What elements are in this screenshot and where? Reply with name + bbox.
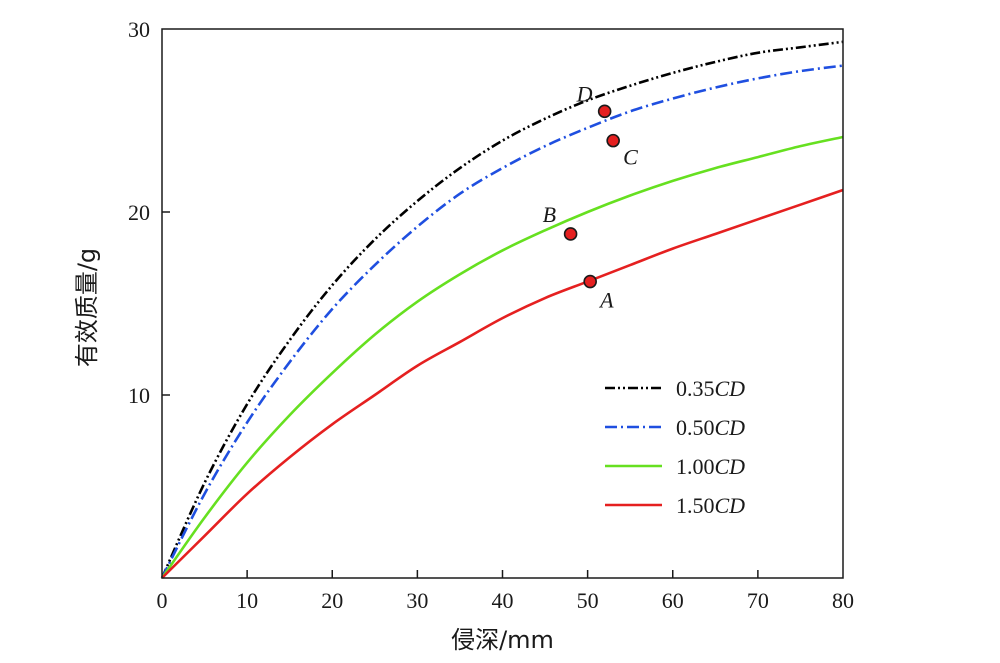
x-axis-label: 侵深/mm <box>451 626 554 654</box>
legend-unit: CD <box>715 376 746 401</box>
legend-label-2: 0.50CD <box>676 415 745 440</box>
series-curves <box>160 40 844 579</box>
legend-label-4: 1.50CD <box>676 493 745 518</box>
legend-label-1: 0.35CD <box>676 376 745 401</box>
legend-unit: CD <box>715 493 746 518</box>
x-tick-label: 0 <box>157 588 168 613</box>
x-tick-label: 40 <box>492 588 514 613</box>
legend-unit: CD <box>715 454 746 479</box>
x-tick-label: 80 <box>832 588 854 613</box>
point-label-a: A <box>598 288 614 313</box>
x-tick-label: 70 <box>747 588 769 613</box>
x-tick-label: 10 <box>236 588 258 613</box>
series-line-2 <box>160 64 844 579</box>
x-tick-label: 30 <box>406 588 428 613</box>
y-axis-label: 有效质量/g <box>73 248 101 367</box>
x-tick-label: 60 <box>662 588 684 613</box>
series-line-3 <box>160 135 844 579</box>
point-marker-d <box>597 104 612 119</box>
y-tick-label: 20 <box>128 200 150 225</box>
y-tick-label: 30 <box>128 17 150 42</box>
legend-unit: CD <box>715 415 746 440</box>
axis-ticks: 0 10 20 30 40 50 60 70 80 10 20 30 <box>128 17 854 613</box>
legend-value: 1.00 <box>676 454 715 479</box>
marked-points: A B C D <box>543 81 639 312</box>
point-marker-c <box>606 133 620 148</box>
point-label-d: D <box>576 81 593 106</box>
point-marker-a <box>583 274 597 289</box>
x-tick-label: 20 <box>321 588 343 613</box>
series-line-1 <box>160 40 844 579</box>
legend-value: 0.50 <box>676 415 715 440</box>
point-label-c: C <box>623 145 638 170</box>
legend-value: 0.35 <box>676 376 715 401</box>
y-tick-label: 10 <box>128 383 150 408</box>
legend-label-3: 1.00CD <box>676 454 745 479</box>
legend-value: 1.50 <box>676 493 715 518</box>
series-line-4 <box>161 188 844 579</box>
point-label-b: B <box>543 202 556 227</box>
x-tick-label: 50 <box>577 588 599 613</box>
point-marker-b <box>563 227 578 241</box>
